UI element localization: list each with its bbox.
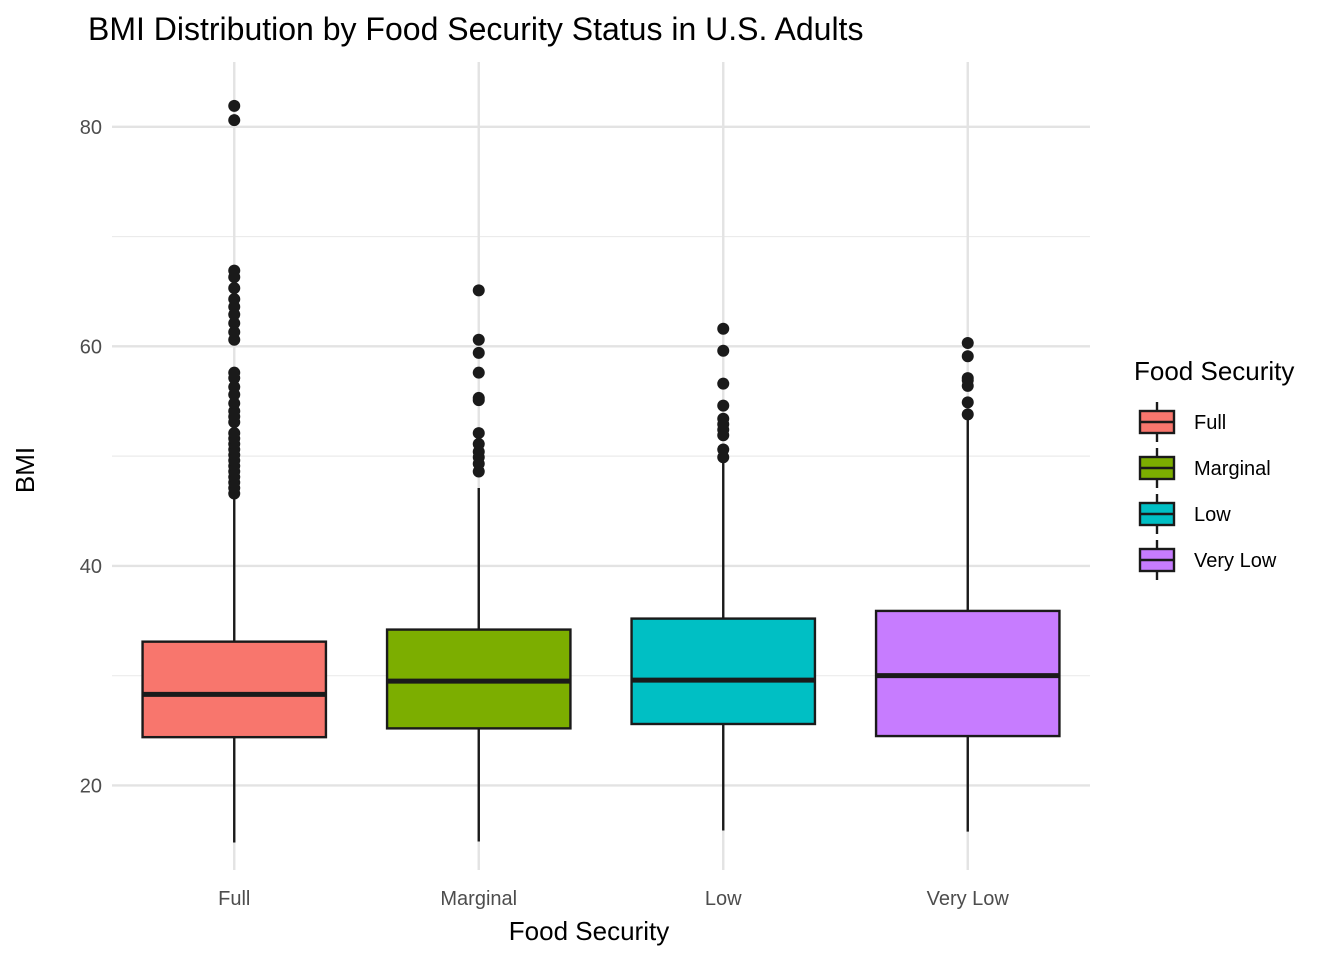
outlier-point <box>228 282 241 295</box>
outlier-point <box>961 396 974 409</box>
outlier-point <box>228 397 241 410</box>
x-tick-label: Low <box>705 888 742 910</box>
x-tick-label: Marginal <box>440 888 517 910</box>
grid-lines <box>112 62 1090 870</box>
legend-label: Low <box>1194 504 1231 526</box>
outlier-point <box>961 372 974 385</box>
outlier-point <box>472 427 485 440</box>
box-group-full <box>141 99 328 843</box>
outlier-point <box>472 438 485 451</box>
outlier-point <box>717 412 730 425</box>
outlier-point <box>717 344 730 357</box>
outlier-point <box>472 346 485 359</box>
outlier-point <box>228 293 241 306</box>
legend-item-very-low: Very Low <box>1138 540 1277 580</box>
legend-item-full: Full <box>1138 402 1226 442</box>
iqr-box <box>141 640 328 739</box>
x-axis: Full Marginal Low Very Low <box>218 888 1009 910</box>
legend-label: Very Low <box>1194 550 1277 572</box>
outlier-point <box>472 284 485 297</box>
outlier-point <box>961 350 974 363</box>
outlier-point <box>717 443 730 456</box>
x-tick-label: Full <box>218 888 250 910</box>
y-tick-label: 40 <box>80 556 102 578</box>
outlier-point <box>228 427 241 440</box>
y-tick-label: 60 <box>80 336 102 358</box>
legend-item-low: Low <box>1138 494 1231 534</box>
outlier-point <box>961 337 974 350</box>
outlier-point <box>228 264 241 277</box>
x-axis-title: Food Security <box>509 916 669 946</box>
outlier-point <box>228 114 241 127</box>
y-axis-title: BMI <box>10 447 40 493</box>
x-tick-label: Very Low <box>927 888 1010 910</box>
iqr-box <box>630 617 817 726</box>
legend-title: Food Security <box>1134 356 1294 386</box>
box-group-marginal <box>385 284 572 842</box>
box-group-low <box>630 322 817 831</box>
outlier-point <box>228 99 241 112</box>
legend: Food Security Full Marginal Low Very Low <box>1134 356 1294 580</box>
chart-title: BMI Distribution by Food Security Status… <box>88 11 863 47</box>
y-tick-label: 20 <box>80 775 102 797</box>
legend-item-marginal: Marginal <box>1138 448 1271 488</box>
outlier-point <box>717 322 730 335</box>
outlier-point <box>228 326 241 339</box>
legend-label: Full <box>1194 412 1226 434</box>
outlier-point <box>472 391 485 404</box>
outlier-point <box>228 366 241 379</box>
y-axis: 20 40 60 80 <box>80 117 102 798</box>
outlier-point <box>472 366 485 379</box>
outlier-point <box>717 377 730 390</box>
legend-label: Marginal <box>1194 458 1271 480</box>
outlier-point <box>228 380 241 393</box>
outlier-point <box>717 399 730 412</box>
outlier-point <box>961 408 974 421</box>
y-tick-label: 80 <box>80 117 102 139</box>
box-group-very-low <box>874 337 1061 832</box>
boxes-layer <box>141 99 1061 843</box>
outlier-point <box>228 317 241 330</box>
outlier-point <box>472 333 485 346</box>
